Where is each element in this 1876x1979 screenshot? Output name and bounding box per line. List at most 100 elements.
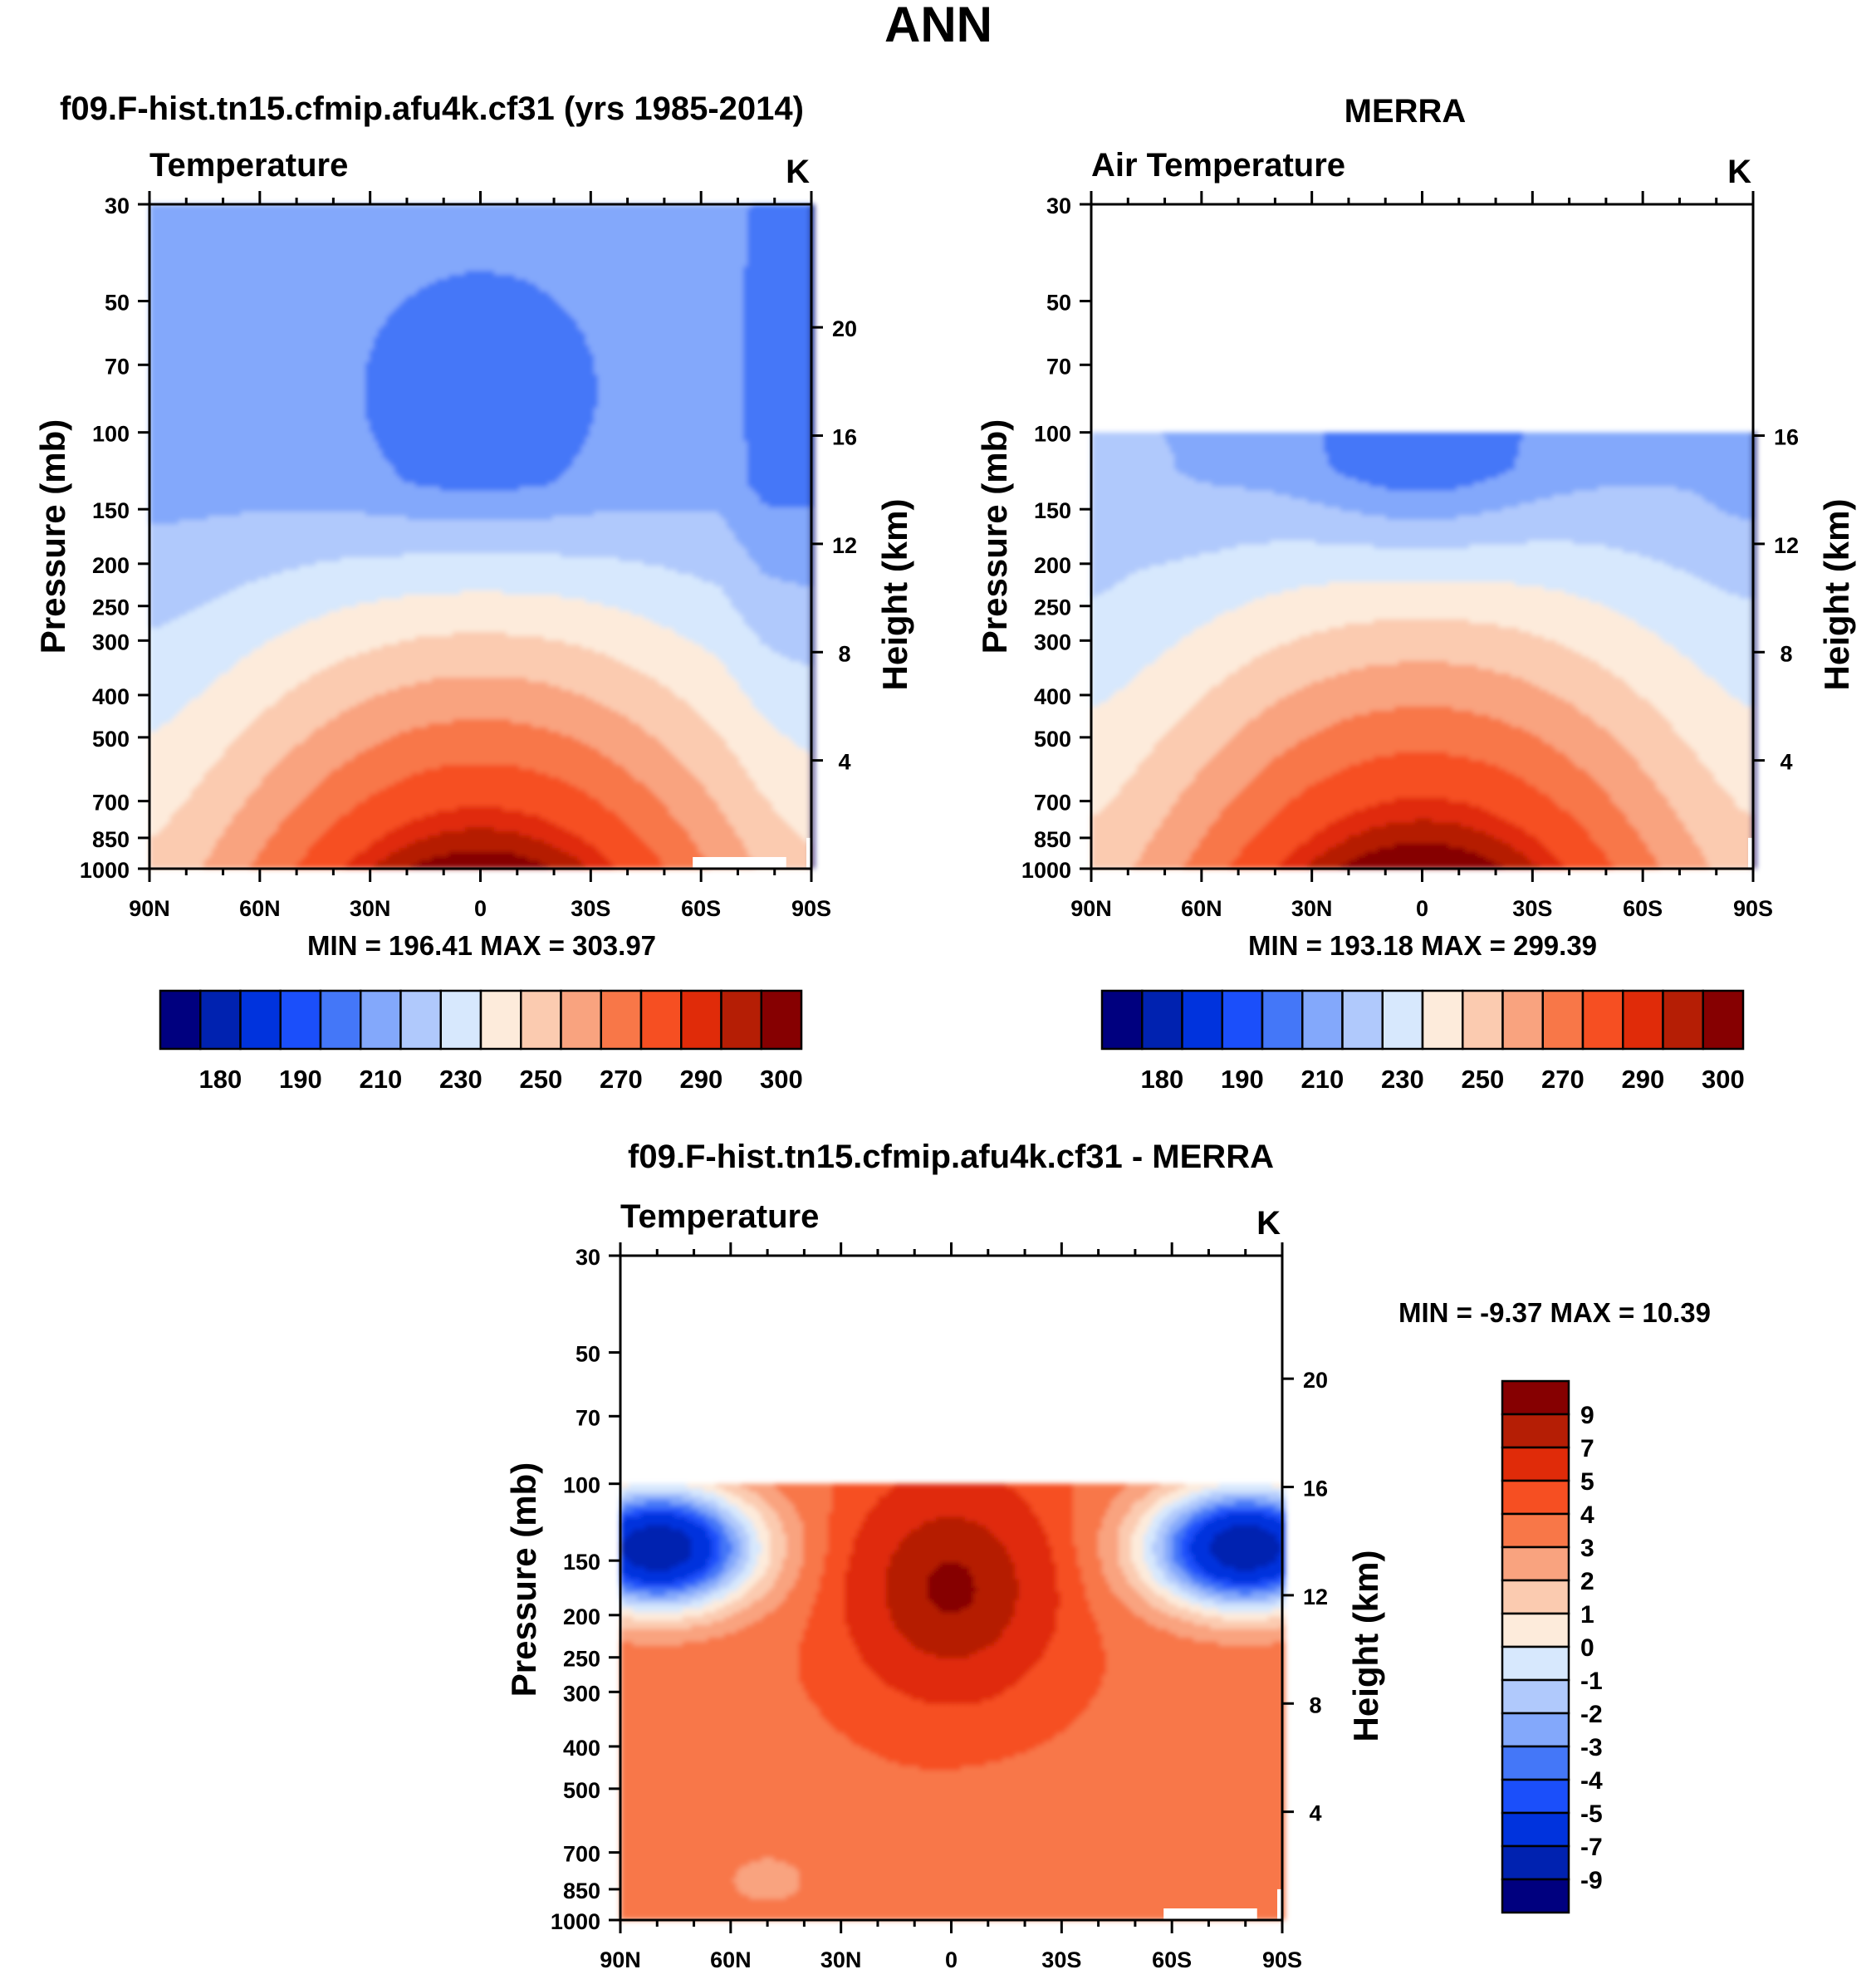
- model-ytick-label-400: 400: [92, 684, 130, 709]
- diff-colorbar-label-1: 1: [1580, 1601, 1594, 1629]
- diff-xtick-label-90N: 90N: [600, 1947, 641, 1972]
- model-ytick-label-850: 850: [92, 827, 130, 852]
- diff-colorbar-label--3: -3: [1580, 1734, 1603, 1761]
- merra-temperature-plot: 305070100150200250300400500700850100090N…: [975, 147, 1856, 921]
- diff-contour-fill: [620, 1484, 1286, 1920]
- model-xtick-label-60S: 60S: [681, 896, 721, 921]
- diff-colorbar-label-5: 5: [1580, 1468, 1594, 1496]
- model-colorbar-swatch: [160, 991, 200, 1049]
- diff-xtick-label-30S: 30S: [1041, 1947, 1081, 1972]
- model-ytick-label-100: 100: [92, 422, 130, 447]
- diff-colorbar-label-0: 0: [1580, 1634, 1594, 1662]
- model-colorbar-swatch: [641, 991, 681, 1049]
- model-ytick-label-500: 500: [92, 727, 130, 752]
- model-ytick-label-300: 300: [92, 629, 130, 654]
- obs-rtick-label-4: 4: [1780, 750, 1792, 775]
- model-ytick-label-1000: 1000: [80, 858, 130, 883]
- model-colorbar-swatch: [762, 991, 801, 1049]
- obs-ytick-label-700: 700: [1034, 791, 1071, 816]
- diff-rtick-label-16: 16: [1303, 1477, 1328, 1501]
- diff-colorbar-swatch: [1502, 1547, 1569, 1580]
- diff-xtick-label-0: 0: [945, 1947, 958, 1972]
- obs-rtick-label-12: 12: [1774, 533, 1799, 558]
- diff-missing-mask: [1163, 1908, 1257, 1920]
- model-rtick-label-16: 16: [832, 425, 857, 450]
- obs-xtick-label-30N: 30N: [1291, 896, 1333, 921]
- obs-rtick-label-16: 16: [1774, 425, 1799, 450]
- model-ylabel-right: Height (km): [875, 499, 914, 691]
- diff-colorbar-swatch: [1502, 1481, 1569, 1514]
- obs-ytick-label-30: 30: [1046, 193, 1071, 218]
- obs-colorbar-swatch: [1302, 991, 1342, 1049]
- diff-colorbar-label--2: -2: [1580, 1701, 1603, 1728]
- obs-colorbar-label-300: 300: [1702, 1065, 1745, 1094]
- obs-ytick-label-1000: 1000: [1021, 858, 1071, 883]
- obs-colorbar-swatch: [1343, 991, 1383, 1049]
- obs-panel-title: MERRA: [1345, 93, 1467, 130]
- obs-colorbar-swatch: [1663, 991, 1703, 1049]
- diff-ytick-label-300: 300: [563, 1681, 600, 1706]
- diff-ylabel-right: Height (km): [1346, 1550, 1385, 1742]
- obs-colorbar: 180 190 210 230 250 270 290 300: [1102, 991, 1745, 1094]
- model-rtick-label-20: 20: [832, 316, 857, 341]
- model-xtick-label-90S: 90S: [791, 896, 831, 921]
- model-colorbar-label-230: 230: [439, 1065, 482, 1094]
- model-missing-mask: [693, 857, 786, 869]
- diff-colorbar-swatch: [1502, 1813, 1569, 1846]
- diff-colorbar-label-9: 9: [1580, 1402, 1594, 1429]
- model-colorbar-swatch: [681, 991, 721, 1049]
- obs-ytick-label-100: 100: [1034, 422, 1071, 447]
- diff-ytick-label-850: 850: [563, 1879, 600, 1903]
- diff-colorbar-swatch: [1502, 1414, 1569, 1448]
- model-colorbar-label-190: 190: [279, 1065, 322, 1094]
- diff-xtick-label-60N: 60N: [710, 1947, 752, 1972]
- diff-colorbar-label--5: -5: [1580, 1800, 1603, 1828]
- obs-ytick-label-50: 50: [1046, 291, 1071, 316]
- model-ytick-label-70: 70: [105, 354, 130, 379]
- obs-colorbar-label-180: 180: [1141, 1065, 1184, 1094]
- model-colorbar-swatch: [481, 991, 521, 1049]
- obs-units-string: K: [1727, 154, 1751, 190]
- model-xtick-label-0: 0: [474, 896, 487, 921]
- model-colorbar-label-180: 180: [199, 1065, 242, 1094]
- obs-colorbar-swatch: [1462, 991, 1502, 1049]
- model-colorbar-swatch: [321, 991, 360, 1049]
- diff-colorbar-swatch: [1502, 1514, 1569, 1547]
- diff-xtick-label-90S: 90S: [1262, 1947, 1302, 1972]
- obs-colorbar-swatch: [1703, 991, 1743, 1049]
- obs-ylabel: Pressure (mb): [975, 419, 1014, 654]
- model-colorbar-swatch: [722, 991, 762, 1049]
- obs-colorbar-swatch: [1543, 991, 1583, 1049]
- figure-title: ANN: [884, 0, 992, 52]
- diff-ytick-label-100: 100: [563, 1473, 600, 1498]
- obs-ytick-label-400: 400: [1034, 684, 1071, 709]
- obs-xtick-label-30S: 30S: [1512, 896, 1552, 921]
- diff-colorbar-label--4: -4: [1580, 1767, 1603, 1795]
- model-rtick-label-8: 8: [838, 641, 850, 666]
- obs-ytick-label-70: 70: [1046, 354, 1071, 379]
- diff-rtick-label-4: 4: [1309, 1801, 1321, 1826]
- obs-colorbar-label-250: 250: [1462, 1065, 1505, 1094]
- obs-ytick-label-200: 200: [1034, 553, 1071, 578]
- diff-colorbar-label--7: -7: [1580, 1834, 1603, 1861]
- model-temperature-plot: 305070100150200250300400500700850100090N…: [33, 147, 914, 921]
- obs-rtick-label-8: 8: [1780, 641, 1792, 666]
- model-colorbar-swatch: [561, 991, 601, 1049]
- model-colorbar-swatch: [401, 991, 441, 1049]
- model-ytick-label-30: 30: [105, 193, 130, 218]
- diff-ytick-label-200: 200: [563, 1604, 600, 1629]
- diff-ylabel: Pressure (mb): [504, 1462, 543, 1697]
- obs-colorbar-swatch: [1222, 991, 1262, 1049]
- diff-colorbar-label-4: 4: [1580, 1501, 1594, 1529]
- diff-colorbar-label-2: 2: [1580, 1568, 1594, 1595]
- diff-panel-title: f09.F-hist.tn15.cfmip.afu4k.cf31 - MERRA: [628, 1139, 1274, 1175]
- model-ytick-label-250: 250: [92, 595, 130, 620]
- obs-xtick-label-0: 0: [1416, 896, 1428, 921]
- diff-colorbar-swatch: [1502, 1879, 1569, 1913]
- obs-xtick-label-60S: 60S: [1623, 896, 1663, 921]
- diff-colorbar-swatch: [1502, 1680, 1569, 1713]
- diff-colorbar-swatch: [1502, 1846, 1569, 1879]
- model-units-string: K: [786, 154, 810, 190]
- model-colorbar-swatch: [360, 991, 400, 1049]
- diff-xtick-label-60S: 60S: [1152, 1947, 1192, 1972]
